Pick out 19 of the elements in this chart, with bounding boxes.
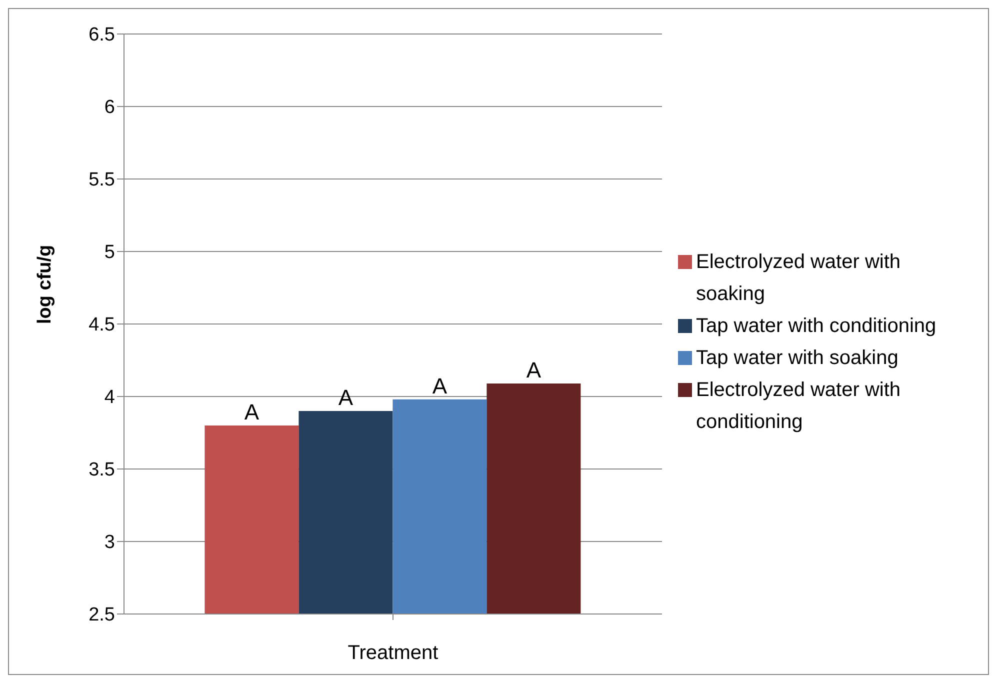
data-label: A (244, 400, 260, 424)
legend-label: Electrolyzed water with conditioning (696, 378, 902, 434)
y-axis-title: log cfu/g (34, 244, 56, 324)
y-tick-label: 3 (104, 532, 115, 554)
y-tick-label: 6.5 (88, 24, 115, 46)
legend-label: Tap water with soaking (696, 346, 900, 370)
data-label: A (338, 385, 354, 410)
y-tick-label: 4 (104, 387, 116, 408)
legend-label: Electrolyzed water with soaking (696, 250, 902, 306)
y-tick-label: 6 (104, 97, 115, 118)
y-tick-label: 2.5 (88, 604, 115, 626)
data-label: A (526, 357, 542, 382)
y-tick-label: 5 (104, 242, 115, 264)
y-tick-label: 5.5 (88, 170, 115, 191)
data-label: A (432, 373, 448, 398)
legend-label: Tap water with conditioning (696, 314, 938, 338)
y-tick-label: 3.5 (88, 460, 115, 481)
y-tick-label: 4.5 (88, 314, 115, 336)
x-axis-title: Treatment (348, 642, 439, 664)
